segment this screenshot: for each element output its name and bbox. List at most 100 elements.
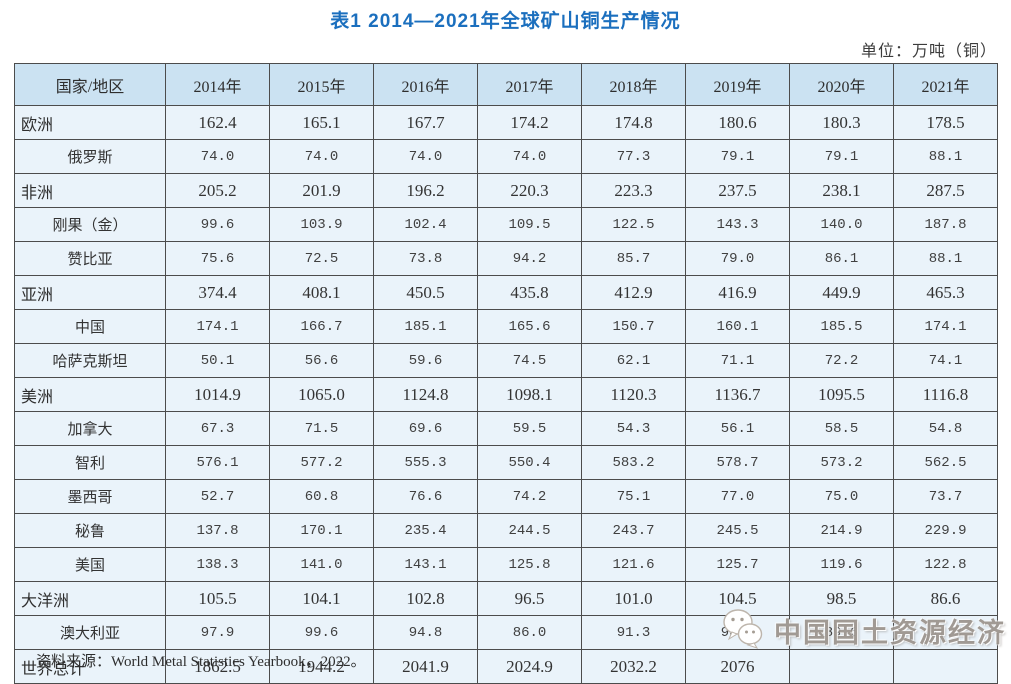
cell-value: 165.1 <box>269 105 374 140</box>
cell-value: 76.6 <box>373 479 478 514</box>
cell-value: 185.5 <box>789 309 894 344</box>
column-header-year: 2018年 <box>581 63 686 106</box>
cell-value: 2032.2 <box>581 649 686 684</box>
cell-value: 103.9 <box>269 207 374 242</box>
column-header-year: 2015年 <box>269 63 374 106</box>
cell-value: 137.8 <box>165 513 270 548</box>
cell-value: 577.2 <box>269 445 374 480</box>
cell-value: 93.4 <box>685 615 790 650</box>
cell-value: 122.8 <box>893 547 998 582</box>
cell-value: 238.1 <box>789 173 894 208</box>
row-label: 非洲 <box>14 173 166 208</box>
row-label: 加拿大 <box>14 411 166 446</box>
cell-value: 1065.0 <box>269 377 374 412</box>
unit-note: 单位：万吨（铜） <box>860 43 997 60</box>
cell-value: 69.6 <box>373 411 478 446</box>
row-label: 亚洲 <box>14 275 166 310</box>
cell-value: 98.5 <box>789 581 894 616</box>
cell-value: 408.1 <box>269 275 374 310</box>
cell-value: 150.7 <box>581 309 686 344</box>
cell-value: 2076 <box>685 649 790 684</box>
cell-value: 79.1 <box>789 139 894 174</box>
table-row: 中国 174.1 166.7 185.1 165.6 150.7 160.1 185.5 174… <box>14 309 998 344</box>
cell-value: 174.1 <box>893 309 998 344</box>
cell-value: 94.2 <box>477 241 582 276</box>
cell-value: 167.7 <box>373 105 478 140</box>
row-label: 美国 <box>14 547 166 582</box>
cell-value: 196.2 <box>373 173 478 208</box>
row-label: 美洲 <box>14 377 166 412</box>
cell-value: 73.7 <box>893 479 998 514</box>
cell-value: 81.8 <box>893 615 998 650</box>
cell-value: 94.8 <box>373 615 478 650</box>
column-header-region: 国家/地区 <box>14 63 166 106</box>
row-label: 墨西哥 <box>14 479 166 514</box>
cell-value: 576.1 <box>165 445 270 480</box>
cell-value: 2024.9 <box>477 649 582 684</box>
cell-value: 555.3 <box>373 445 478 480</box>
cell-value: 141.0 <box>269 547 374 582</box>
cell-value: 104.1 <box>269 581 374 616</box>
cell-value: 449.9 <box>789 275 894 310</box>
cell-value: 1136.7 <box>685 377 790 412</box>
cell-value: 88.1 <box>893 241 998 276</box>
header-row: 国家/地区 2014年 2015年 2016年 2017年 2018年 2019年 2020年… <box>14 63 998 106</box>
cell-value: 50.1 <box>165 343 270 378</box>
cell-value: 56.1 <box>685 411 790 446</box>
column-header-year: 2021年 <box>893 63 998 106</box>
cell-value <box>893 649 998 684</box>
column-header-year: 2019年 <box>685 63 790 106</box>
cell-value: 86.0 <box>477 615 582 650</box>
cell-value: 174.8 <box>581 105 686 140</box>
cell-value: 223.3 <box>581 173 686 208</box>
cell-value: 201.9 <box>269 173 374 208</box>
cell-value: 54.8 <box>893 411 998 446</box>
cell-value: 121.6 <box>581 547 686 582</box>
cell-value: 562.5 <box>893 445 998 480</box>
cell-value: 72.2 <box>789 343 894 378</box>
cell-value: 374.4 <box>165 275 270 310</box>
cell-value: 205.2 <box>165 173 270 208</box>
cell-value: 77.0 <box>685 479 790 514</box>
cell-value: 73.8 <box>373 241 478 276</box>
cell-value <box>789 649 894 684</box>
cell-value: 74.5 <box>477 343 582 378</box>
cell-value: 220.3 <box>477 173 582 208</box>
cell-value: 1014.9 <box>165 377 270 412</box>
cell-value: 105.5 <box>165 581 270 616</box>
table-row: 加拿大 67.3 71.5 69.6 59.5 54.3 56.1 58.5 54.8 <box>14 411 998 446</box>
cell-value: 1095.5 <box>789 377 894 412</box>
row-label: 秘鲁 <box>14 513 166 548</box>
cell-value: 162.4 <box>165 105 270 140</box>
row-label: 智利 <box>14 445 166 480</box>
cell-value: 79.1 <box>685 139 790 174</box>
cell-value: 583.2 <box>581 445 686 480</box>
cell-value: 77.3 <box>581 139 686 174</box>
cell-value: 165.6 <box>477 309 582 344</box>
cell-value: 91.3 <box>581 615 686 650</box>
cell-value: 74.0 <box>269 139 374 174</box>
row-label: 哈萨克斯坦 <box>14 343 166 378</box>
cell-value: 99.6 <box>165 207 270 242</box>
cell-value: 99.6 <box>269 615 374 650</box>
table-row: 秘鲁 137.8 170.1 235.4 244.5 243.7 245.5 214.9 229… <box>14 513 998 548</box>
cell-value: 96.5 <box>477 581 582 616</box>
cell-value: 140.0 <box>789 207 894 242</box>
cell-value: 86.6 <box>893 581 998 616</box>
column-header-year: 2014年 <box>165 63 270 106</box>
table-row: 欧洲 162.4 165.1 167.7 174.2 174.8 180.6 180.3 178… <box>14 105 998 140</box>
cell-value: 178.5 <box>893 105 998 140</box>
cell-value: 160.1 <box>685 309 790 344</box>
cell-value: 74.0 <box>477 139 582 174</box>
copper-production-table: 国家/地区 2014年 2015年 2016年 2017年 2018年 2019年 2020年… <box>14 63 998 684</box>
cell-value: 229.9 <box>893 513 998 548</box>
table-row: 非洲 205.2 201.9 196.2 220.3 223.3 237.5 238.1 287… <box>14 173 998 208</box>
cell-value: 180.6 <box>685 105 790 140</box>
cell-value: 54.3 <box>581 411 686 446</box>
cell-value: 143.1 <box>373 547 478 582</box>
cell-value: 104.5 <box>685 581 790 616</box>
cell-value: 138.3 <box>165 547 270 582</box>
cell-value: 72.5 <box>269 241 374 276</box>
table-row: 美洲 1014.9 1065.0 1124.8 1098.1 1120.3 1136.7 10… <box>14 377 998 412</box>
cell-value: 174.1 <box>165 309 270 344</box>
